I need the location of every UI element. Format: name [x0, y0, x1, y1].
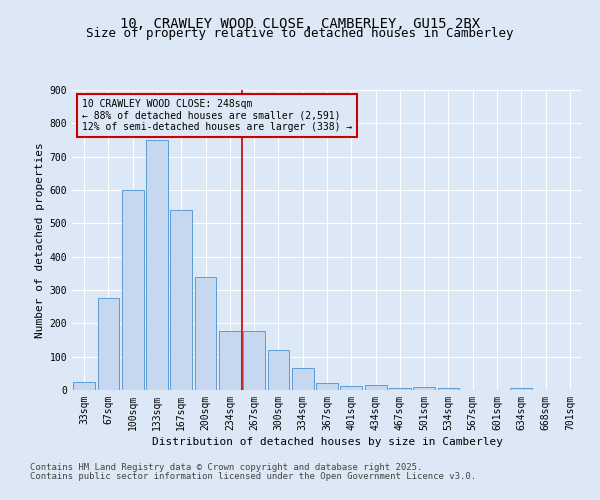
Bar [194, 276, 217, 390]
Bar [389, 388, 411, 390]
Bar [122, 190, 143, 390]
Bar [292, 368, 314, 390]
Y-axis label: Number of detached properties: Number of detached properties [35, 142, 46, 338]
Bar [413, 388, 435, 390]
Bar [437, 388, 460, 390]
Bar [511, 388, 532, 390]
Text: Contains public sector information licensed under the Open Government Licence v3: Contains public sector information licen… [30, 472, 476, 481]
Bar [365, 385, 386, 390]
Bar [340, 386, 362, 390]
Bar [97, 298, 119, 390]
Bar [243, 330, 265, 390]
Text: 10, CRAWLEY WOOD CLOSE, CAMBERLEY, GU15 2BX: 10, CRAWLEY WOOD CLOSE, CAMBERLEY, GU15 … [120, 18, 480, 32]
Bar [316, 382, 338, 390]
Text: Size of property relative to detached houses in Camberley: Size of property relative to detached ho… [86, 28, 514, 40]
Bar [170, 210, 192, 390]
X-axis label: Distribution of detached houses by size in Camberley: Distribution of detached houses by size … [151, 437, 503, 447]
Text: 10 CRAWLEY WOOD CLOSE: 248sqm
← 88% of detached houses are smaller (2,591)
12% o: 10 CRAWLEY WOOD CLOSE: 248sqm ← 88% of d… [82, 99, 352, 132]
Bar [146, 140, 168, 390]
Bar [219, 330, 241, 390]
Text: Contains HM Land Registry data © Crown copyright and database right 2025.: Contains HM Land Registry data © Crown c… [30, 464, 422, 472]
Bar [73, 382, 95, 390]
Bar [268, 350, 289, 390]
